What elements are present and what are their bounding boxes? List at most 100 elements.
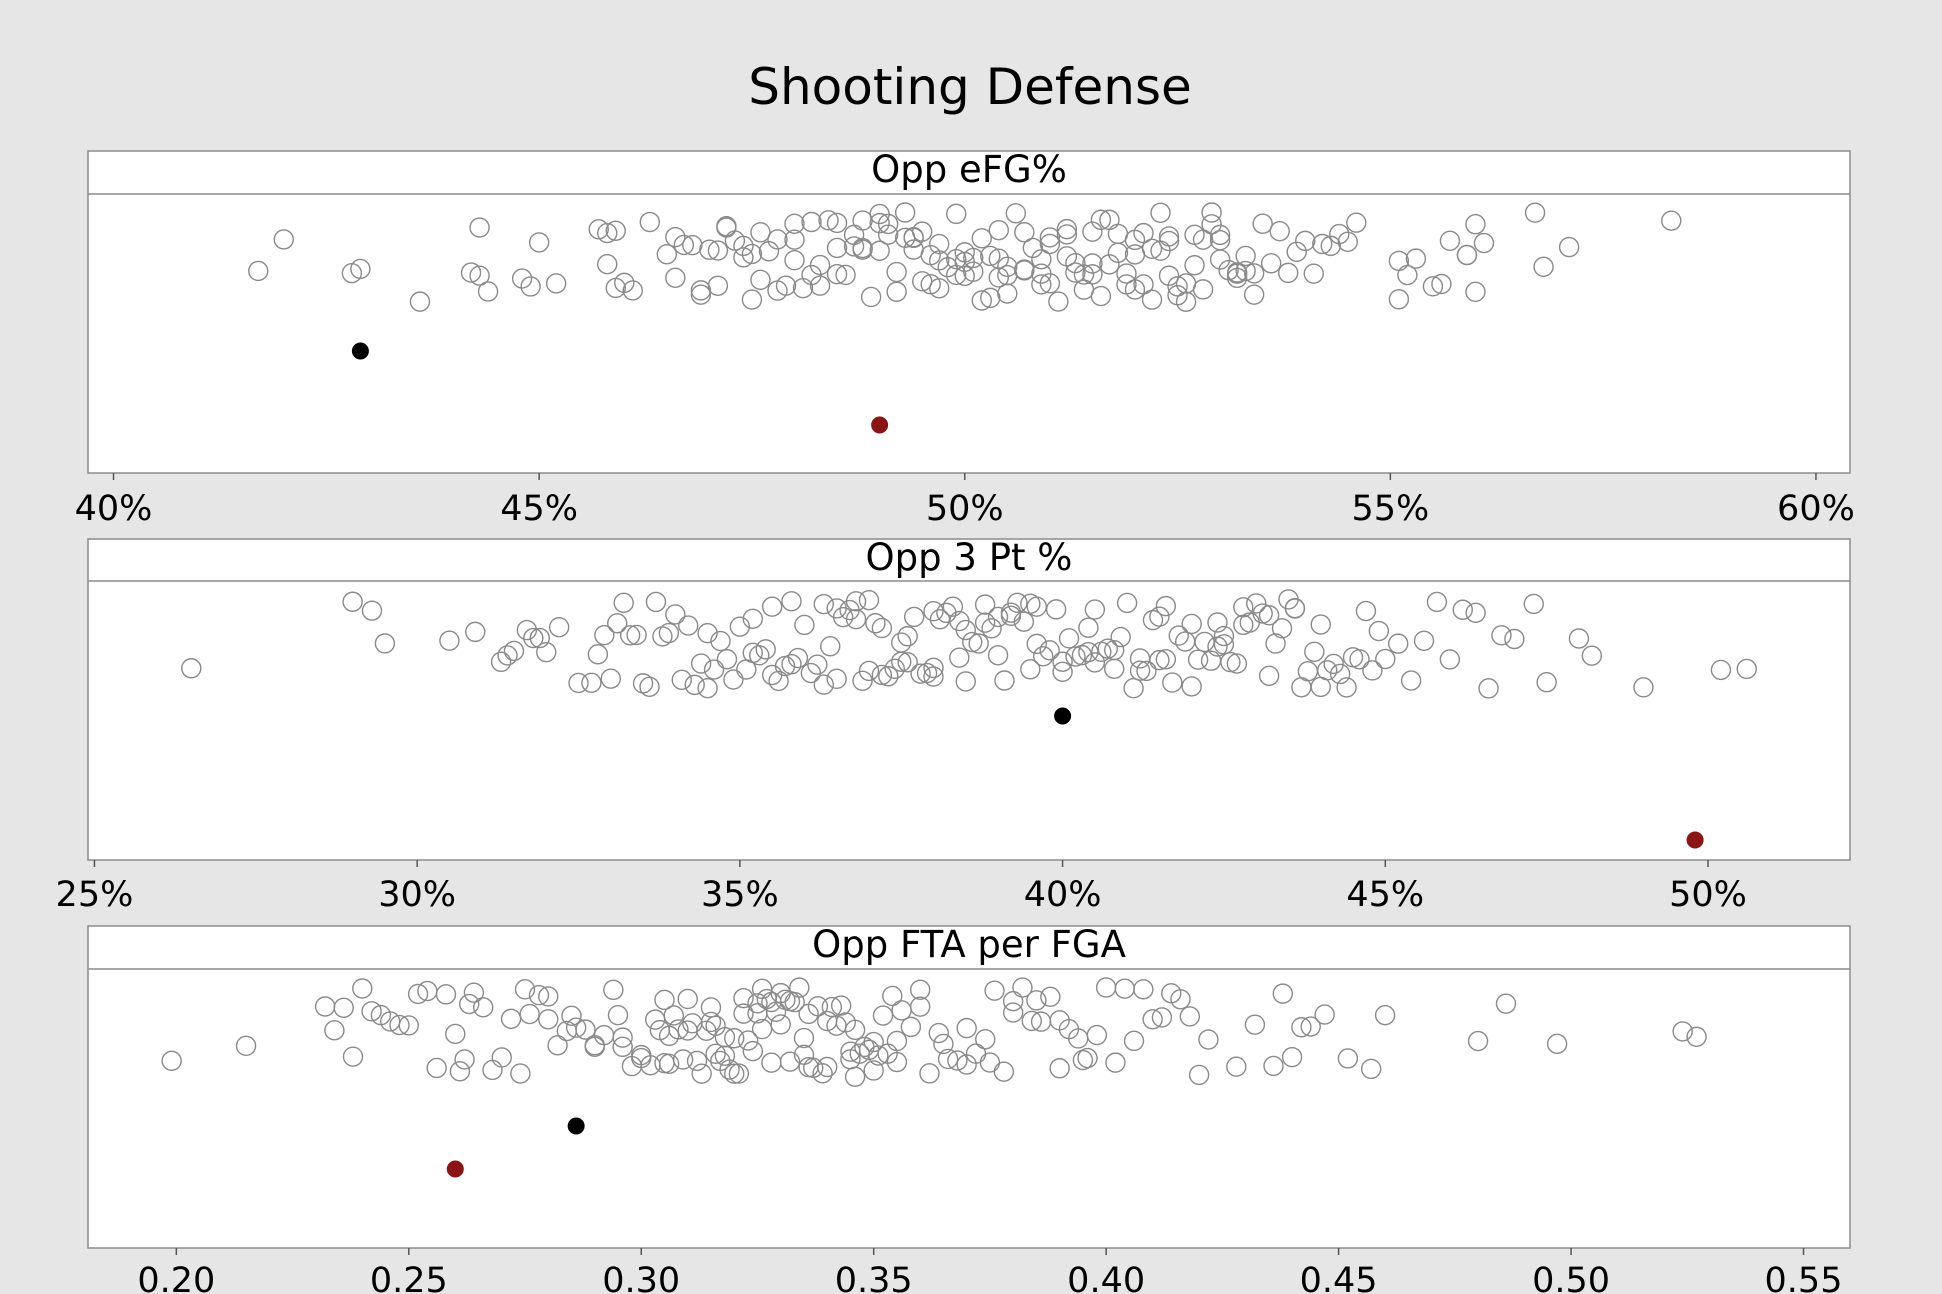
data-point (1149, 649, 1170, 671)
data-point (342, 1046, 364, 1067)
data-point (581, 672, 602, 693)
data-point (729, 616, 751, 637)
data-point (1213, 634, 1235, 655)
panel-3: Opp FTA per FGA 0.20 0.25 0.30 0.35 0.40 0.45 0… (87, 923, 1851, 1294)
data-point (719, 1059, 740, 1080)
data-point (600, 668, 621, 689)
data-point (622, 280, 643, 301)
data-point (1278, 262, 1299, 284)
chart-title: Shooting Defense (748, 58, 1192, 116)
data-point (514, 979, 536, 1000)
data-point (903, 606, 925, 628)
data-point (784, 213, 805, 234)
data-point (1226, 1056, 1247, 1077)
x-tick-label: 50% (1669, 875, 1747, 915)
data-point (1355, 600, 1377, 622)
data-point (843, 236, 865, 257)
panel-title: Opp 3 Pt % (866, 536, 1073, 579)
data-point (613, 592, 634, 614)
data-point (1149, 606, 1170, 627)
data-point (607, 613, 628, 634)
data-point (807, 996, 829, 1017)
data-point (1082, 264, 1103, 285)
highlight-point (351, 342, 369, 360)
data-point (1201, 214, 1222, 235)
data-point (426, 1057, 447, 1079)
data-point (1244, 1014, 1266, 1035)
data-point (1142, 1009, 1163, 1030)
data-point (1039, 227, 1061, 248)
data-point (1133, 274, 1154, 295)
data-point (919, 1063, 940, 1084)
panel-title: Opp eFG% (871, 148, 1067, 191)
data-point (758, 241, 780, 262)
data-point (1045, 599, 1067, 620)
data-point (389, 1014, 410, 1036)
data-point (1073, 264, 1095, 285)
data-point (813, 593, 834, 615)
data-point (1209, 224, 1231, 246)
data-point (449, 1061, 471, 1082)
data-point (490, 651, 512, 673)
data-point (523, 627, 544, 649)
data-point (872, 1005, 894, 1026)
data-point (724, 1028, 745, 1049)
data-point (858, 589, 880, 611)
data-point (909, 996, 931, 1017)
data-point (1304, 641, 1325, 662)
data-point (1167, 276, 1188, 297)
data-point (1181, 613, 1202, 635)
x-tick-label: 35% (701, 875, 779, 915)
data-point (1368, 620, 1390, 642)
data-point (946, 248, 967, 270)
data-point (477, 281, 499, 302)
data-point (1312, 233, 1333, 255)
panels-layer: Opp eFG% 40% 45% 50% 55% 60% Opp 3 Pt % 25% 30% 3… (56, 148, 1855, 1294)
data-point (871, 664, 893, 686)
data-point (1151, 1007, 1173, 1028)
data-point (1065, 253, 1086, 274)
data-point (374, 633, 396, 654)
data-point (1426, 591, 1448, 613)
data-point (565, 1017, 587, 1038)
data-point (826, 212, 848, 234)
data-point (671, 669, 692, 691)
data-point (891, 632, 912, 653)
data-point (454, 1049, 475, 1070)
data-point (894, 202, 916, 223)
data-point (911, 271, 933, 292)
data-point (886, 1051, 908, 1073)
data-point (603, 979, 624, 1001)
x-tick-label: 30% (378, 875, 456, 915)
data-point (235, 1035, 257, 1057)
data-point (568, 672, 589, 694)
data-point (1012, 977, 1033, 998)
data-point (460, 262, 482, 283)
data-point (1320, 235, 1341, 257)
data-point (1002, 1002, 1024, 1023)
data-point (863, 1060, 884, 1081)
data-point (997, 256, 1018, 278)
data-point (1020, 593, 1041, 615)
data-point (528, 985, 550, 1006)
data-point (1026, 633, 1047, 655)
data-point (409, 291, 431, 312)
data-point (575, 1019, 596, 1040)
data-point (510, 1063, 531, 1084)
data-point (1155, 649, 1177, 670)
data-point (435, 984, 457, 1005)
data-point (547, 1035, 568, 1056)
data-point (845, 609, 867, 630)
data-point (584, 1036, 605, 1058)
data-point (1052, 651, 1073, 672)
data-point (665, 226, 686, 248)
data-point (605, 220, 626, 242)
data-point (1465, 602, 1486, 624)
data-point (1188, 1064, 1210, 1086)
data-point (361, 600, 383, 621)
data-point (1661, 210, 1682, 231)
data-point (1124, 244, 1146, 265)
data-point (830, 995, 852, 1016)
data-point (1078, 641, 1099, 663)
